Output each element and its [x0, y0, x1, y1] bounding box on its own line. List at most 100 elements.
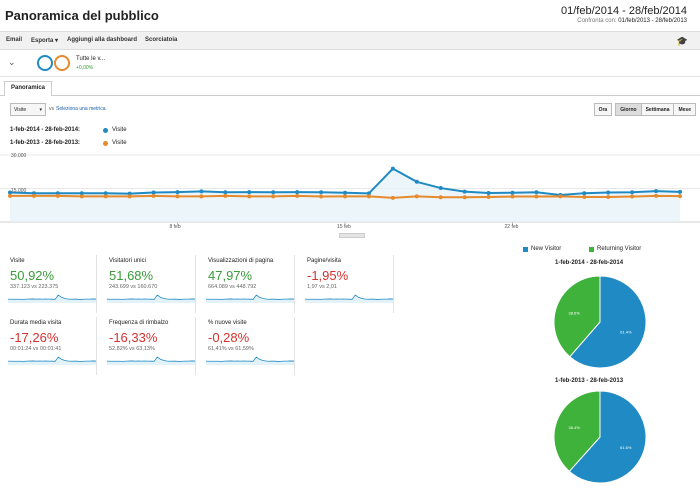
- x-tick-label: 15 feb: [337, 224, 351, 230]
- data-point[interactable]: [151, 193, 156, 198]
- data-point[interactable]: [31, 193, 36, 198]
- sparkline-line: [206, 294, 294, 300]
- data-point[interactable]: [510, 190, 515, 195]
- sparkline: [107, 294, 195, 303]
- data-point[interactable]: [8, 193, 12, 198]
- data-point[interactable]: [534, 190, 539, 195]
- scorecard-visits[interactable]: Visite 50,92% 337.123 vs 223.375: [0, 255, 97, 313]
- chart-resize-handle[interactable]: [339, 233, 365, 238]
- tab-overview[interactable]: Panoramica: [4, 81, 53, 96]
- chart-legend-compare: 1-feb-2013 - 28-feb-2013: Visite: [10, 140, 127, 146]
- scorecard-value: -0,28%: [208, 330, 250, 345]
- scorecard-title: Visite: [10, 258, 25, 264]
- data-point[interactable]: [630, 190, 635, 195]
- data-point[interactable]: [438, 195, 443, 200]
- data-point[interactable]: [654, 193, 659, 198]
- data-point[interactable]: [366, 194, 371, 199]
- graduation-cap-icon[interactable]: 🎓: [676, 36, 688, 46]
- data-point[interactable]: [295, 193, 300, 198]
- data-point[interactable]: [79, 194, 84, 199]
- data-point[interactable]: [582, 191, 587, 196]
- add-to-dashboard-button[interactable]: Aggiungi alla dashboard: [67, 37, 138, 43]
- data-point[interactable]: [319, 190, 324, 195]
- scorecard-unique-visitors[interactable]: Visitatori unici 51,68% 243.699 vs 160.6…: [99, 255, 196, 313]
- data-point[interactable]: [678, 189, 682, 194]
- export-button[interactable]: Esporta ▾: [31, 37, 58, 44]
- data-point[interactable]: [103, 194, 108, 199]
- pie-slice-new-visitor[interactable]: [569, 275, 647, 369]
- scorecard-value: 50,92%: [10, 268, 55, 283]
- metric-select[interactable]: Visite ▾: [10, 103, 46, 116]
- select-metric-link[interactable]: Seleziona una metrica: [56, 106, 106, 112]
- data-point[interactable]: [199, 189, 204, 194]
- data-point[interactable]: [414, 194, 419, 199]
- data-point[interactable]: [127, 194, 132, 199]
- data-point[interactable]: [199, 194, 204, 199]
- granularity-month-button[interactable]: Mese: [673, 103, 696, 116]
- data-point[interactable]: [295, 190, 300, 195]
- data-point[interactable]: [343, 194, 347, 199]
- data-point[interactable]: [582, 194, 587, 199]
- data-point[interactable]: [558, 194, 563, 199]
- chevron-down-icon: ▾: [55, 38, 59, 44]
- granularity-day-button[interactable]: Giorno: [615, 103, 642, 116]
- data-point[interactable]: [462, 195, 467, 200]
- date-range-picker[interactable]: 01/feb/2014 - 28/feb/2014: [561, 5, 687, 17]
- granularity-week-button[interactable]: Settimana: [640, 103, 675, 116]
- data-point[interactable]: [486, 190, 491, 195]
- pie-svg: 61.4% 38.6%: [553, 275, 647, 369]
- data-point[interactable]: [678, 194, 682, 199]
- data-point[interactable]: [319, 194, 324, 199]
- data-point[interactable]: [414, 179, 419, 184]
- data-point[interactable]: [175, 190, 180, 195]
- scorecard-pageviews[interactable]: Visualizzazioni di pagina 47,97% 664.089…: [198, 255, 295, 313]
- data-point[interactable]: [103, 191, 108, 196]
- data-point[interactable]: [151, 190, 156, 195]
- x-tick-label: 22 feb: [504, 224, 519, 230]
- data-point[interactable]: [55, 193, 60, 198]
- scorecard-comparison: 00:01:24 vs 00:01:41: [10, 346, 62, 352]
- sparkline: [107, 356, 195, 365]
- data-point[interactable]: [223, 190, 228, 195]
- data-point[interactable]: [343, 190, 347, 195]
- data-point[interactable]: [271, 194, 276, 199]
- data-point[interactable]: [510, 194, 515, 199]
- data-point[interactable]: [8, 190, 12, 195]
- chevron-down-icon[interactable]: ⌄: [8, 57, 16, 67]
- data-point[interactable]: [462, 189, 467, 194]
- pie-title-2013: 1-feb-2013 - 28-feb-2013: [555, 378, 624, 384]
- data-point[interactable]: [247, 194, 252, 199]
- data-point[interactable]: [366, 191, 371, 196]
- data-point[interactable]: [630, 194, 635, 199]
- segment-label[interactable]: Tutte le v...: [76, 56, 106, 62]
- pie-label-returning: 38.6%: [568, 310, 580, 315]
- data-point[interactable]: [486, 194, 491, 199]
- scorecard-pages-per-visit[interactable]: Pagine/visita -1,95% 1,97 vs 2,01: [297, 255, 394, 313]
- scorecard-comparison: 52,82% vs 63,13%: [109, 346, 155, 352]
- data-point[interactable]: [438, 186, 443, 191]
- scorecard-new-visits[interactable]: % nuove visite -0,28% 61,41% vs 61,59%: [198, 317, 295, 375]
- data-point[interactable]: [390, 166, 395, 171]
- scorecard-bounce-rate[interactable]: Frequenza di rimbalzo -16,33% 52,82% vs …: [99, 317, 196, 375]
- data-point[interactable]: [175, 194, 180, 199]
- pie-slice-new-visitor[interactable]: [568, 390, 647, 484]
- data-point[interactable]: [79, 191, 84, 196]
- scorecard-avg-duration[interactable]: Durata media visita -17,26% 00:01:24 vs …: [0, 317, 97, 375]
- granularity-hour-button[interactable]: Ora: [593, 103, 613, 116]
- data-point[interactable]: [606, 190, 611, 195]
- data-point[interactable]: [654, 189, 659, 194]
- date-compare[interactable]: Confronta con: 01/feb/2013 - 28/feb/2013: [577, 18, 687, 24]
- sparkline-area: [206, 295, 294, 303]
- data-point[interactable]: [247, 190, 252, 195]
- email-button[interactable]: Email: [6, 37, 23, 43]
- data-point[interactable]: [606, 194, 611, 199]
- shortcut-button[interactable]: Scorciatoia: [145, 37, 178, 43]
- chart-legend-primary: 1-feb-2014 - 28-feb-2014: Visite: [10, 127, 127, 133]
- pie-slice-returning-visitor[interactable]: [553, 275, 601, 358]
- data-point[interactable]: [271, 190, 276, 195]
- data-point[interactable]: [534, 194, 539, 199]
- data-point[interactable]: [223, 193, 228, 198]
- data-point[interactable]: [390, 195, 395, 200]
- pie-slice-returning-visitor[interactable]: [553, 390, 601, 473]
- scorecard-title: Frequenza di rimbalzo: [109, 320, 169, 326]
